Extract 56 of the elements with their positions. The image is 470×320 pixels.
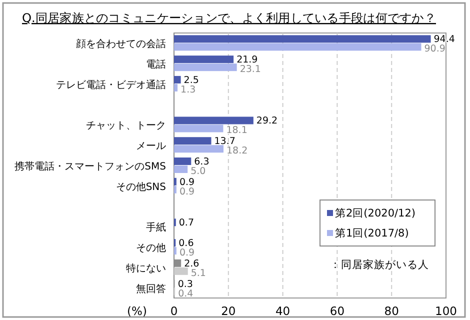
data-label: 1.3 [180, 84, 196, 96]
x-tick-label: 20 [221, 304, 236, 318]
y-tick-label: その他SNS [116, 180, 166, 193]
data-label: 18.1 [226, 125, 248, 136]
data-label: 6.3 [194, 156, 210, 168]
bar [174, 137, 212, 145]
bar [174, 56, 234, 64]
data-label: 0.6 [178, 238, 194, 250]
bar [174, 64, 237, 72]
x-tick-label: 60 [330, 304, 345, 318]
y-tick-label: 手紙 [146, 222, 166, 234]
y-tick-label: 特にない [126, 262, 166, 274]
bar [174, 166, 188, 173]
y-tick-label: チャット、トーク [86, 120, 166, 132]
x-tick-label: 100 [435, 304, 457, 318]
x-tick-label: 0 [170, 304, 178, 318]
data-label: 0.9 [179, 186, 195, 198]
data-label: 94.4 [434, 34, 455, 46]
bar [174, 116, 254, 124]
bar [174, 43, 422, 51]
data-label: 0.3 [178, 278, 193, 290]
y-tick-label: 携帯電話・スマートフォンのSMS [14, 160, 166, 172]
data-label: 18.2 [226, 146, 248, 157]
bar [174, 124, 224, 132]
y-tick-label: メール [136, 141, 166, 152]
legend-label: 第2回(2020/12) [335, 208, 416, 220]
data-label: 90.9 [424, 44, 446, 55]
data-label: 23.1 [240, 64, 261, 76]
y-tick-label: その他 [136, 242, 166, 254]
y-tick-label: テレビ電話・ビデオ通話 [56, 78, 166, 91]
y-tick-label: 電話 [146, 58, 166, 71]
data-label: 0.9 [179, 176, 195, 188]
bar [174, 84, 178, 92]
bar [174, 267, 188, 275]
x-tick-label: 40 [275, 304, 290, 318]
data-label: 29.2 [256, 116, 278, 127]
y-tick-label: 顔を合わせての会話 [76, 38, 166, 50]
bar [174, 158, 192, 165]
data-label: 5.1 [190, 268, 206, 279]
annotation: ：同居家族がいる人 [330, 258, 429, 271]
legend-label: 第1回(2017/8) [335, 228, 409, 240]
y-tick-label: 無回答 [136, 282, 166, 295]
chart-title: Q.同居家族とのコミュニケーションで、よく利用している手段は何ですか？ [22, 11, 436, 25]
data-label: 21.9 [236, 54, 258, 66]
data-label: 5.0 [190, 166, 206, 177]
data-label: 0.4 [178, 288, 194, 300]
bar [174, 35, 431, 43]
bar [174, 76, 181, 84]
bar [174, 145, 224, 153]
x-tick-label: 80 [384, 304, 399, 318]
data-label: 2.5 [184, 74, 199, 86]
x-axis-title: (%) [127, 304, 147, 318]
data-label: 13.7 [214, 136, 236, 148]
data-label: 0.9 [179, 248, 195, 259]
data-label: 0.7 [178, 218, 194, 229]
data-label: 2.6 [184, 258, 200, 270]
